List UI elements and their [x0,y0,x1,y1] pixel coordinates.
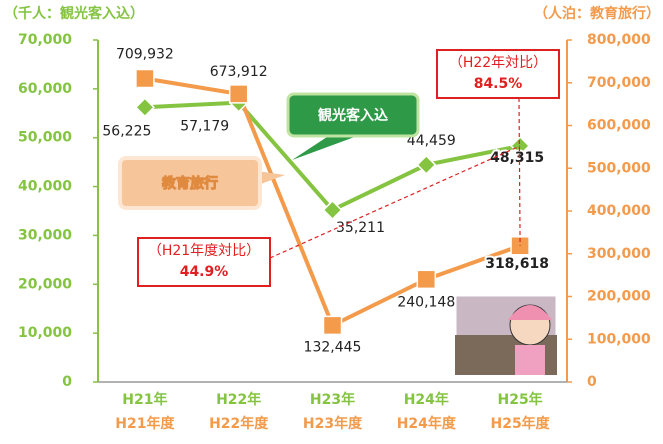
legend-callout-pointer [292,135,360,160]
x-tick-label: H23年 [310,391,355,408]
value-label: 57,179 [180,119,229,135]
x-tick-label-fiscal: H21年度 [115,415,175,432]
point-marker [136,70,154,88]
y2-axis-label: （人泊：教育旅行） [534,5,660,22]
page: （千人：観光客入込） （人泊：教育旅行） 0 10,000 20,000 30,000… [0,0,663,444]
x-tick-label-fiscal: H24年度 [397,415,457,432]
y2-tick-label: 0 [587,374,597,390]
value-label: 709,932 [116,47,174,63]
value-label: 240,148 [397,294,455,310]
legend-label: 教育旅行 [162,175,218,192]
y-tick-label: 30,000 [18,227,72,243]
y-tick-label: 60,000 [18,81,72,97]
y2-tick-label: 100,000 [587,331,651,347]
point-marker [417,270,435,288]
annotation-text: 84.5% [474,76,523,92]
y2-tick-label: 400,000 [587,203,651,219]
point-marker [136,98,154,116]
y-tick-label: 70,000 [18,32,72,48]
y2-tick-label: 800,000 [587,32,651,48]
point-marker [324,316,342,334]
annotation-text: 44.9% [180,264,229,280]
x-tick-label: H22年 [216,391,261,408]
x-tick-label: H21年 [122,391,167,408]
x-tick-label-fiscal: H25年度 [490,415,550,432]
y2-tick-label: 300,000 [587,246,651,262]
annotation-leader [519,98,520,246]
y-tick-label: 40,000 [18,179,72,195]
annotation-leader [270,146,520,258]
y2-tick-label: 600,000 [587,118,651,134]
y-tick-label: 50,000 [18,130,72,146]
y2-tick-label: 500,000 [587,160,651,176]
value-label: 56,225 [102,123,151,139]
value-label: 48,315 [490,150,544,166]
y-axis-label: （千人：観光客入込） [4,5,144,22]
photo [455,295,557,375]
value-label: 132,445 [304,339,362,355]
chart: （千人：観光客入込） （人泊：教育旅行） 0 10,000 20,000 30,000… [0,0,663,444]
x-tick-label: H25年 [497,391,542,408]
y2-tick-label: 200,000 [587,289,651,305]
x-tick-label: H24年 [404,391,449,408]
y2-tick-label: 700,000 [587,75,651,91]
value-label: 35,211 [336,220,385,236]
annotation-title: （H21年度対比） [148,243,260,259]
y-tick-label: 20,000 [18,276,72,292]
value-label: 673,912 [210,64,268,80]
legend-label: 観光客入込 [318,107,388,124]
x-tick-label-fiscal: H23年度 [303,415,363,432]
annotation-title: （H22年対比） [449,55,547,71]
y-tick-label: 10,000 [18,325,72,341]
y-tick-label: 0 [62,374,72,390]
point-marker [230,85,248,103]
value-label: 318,618 [485,256,549,272]
x-tick-label-fiscal: H22年度 [209,415,269,432]
point-marker [417,156,435,174]
